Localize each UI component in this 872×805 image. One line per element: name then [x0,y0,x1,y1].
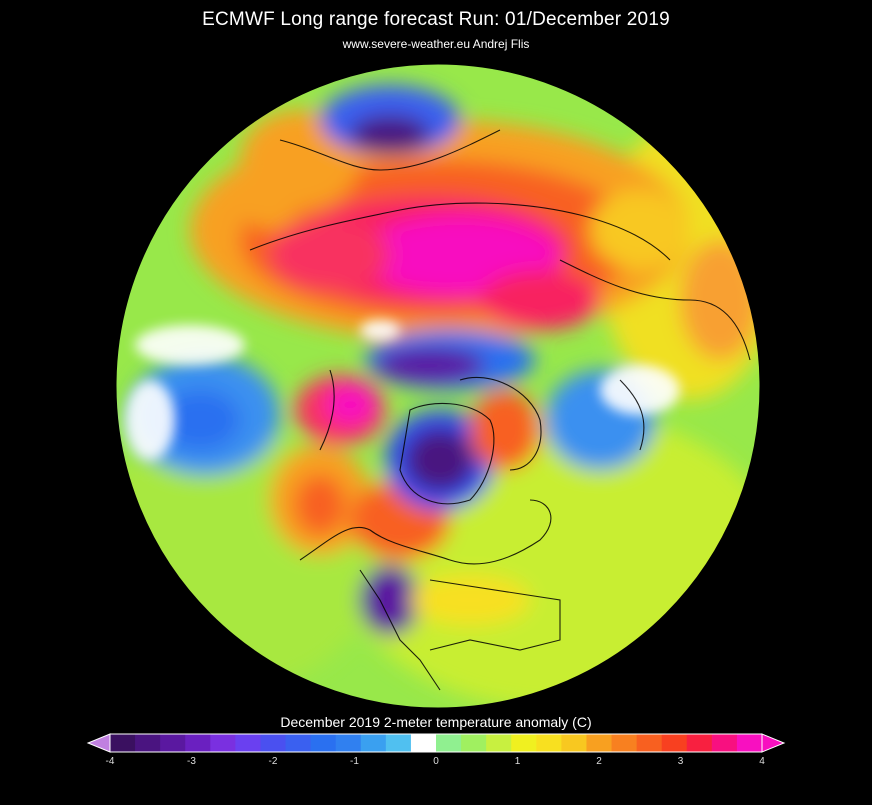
colorbar-swatch [511,734,537,752]
colorbar-swatch [310,734,337,752]
colorbar-swatch [586,734,613,752]
colorbar-swatch [561,734,587,752]
colorbar-right-arrow [761,733,786,753]
colorbar-swatch [210,734,236,752]
colorbar-swatch [410,734,437,752]
colorbar-swatch [661,734,688,752]
colorbar-swatch [285,734,312,752]
colorbar-swatch [385,734,412,752]
globe-disc [116,64,760,708]
colorbar-outline [109,733,763,753]
colorbar-swatch [711,734,738,752]
colorbar-swatch [360,734,387,752]
colorbar-swatch [536,734,562,752]
colorbar-left-arrow [86,733,111,753]
colorbar-swatch [636,734,663,752]
colorbar-label: December 2019 2-meter temperature anomal… [280,714,592,730]
colorbar-swatch [110,734,136,752]
colorbar-tick-label: 3 [677,756,684,767]
map-subtitle: www.severe-weather.eu Andrej Flis [342,37,530,51]
colorbar-swatch [436,734,462,752]
colorbar-swatch [611,734,638,752]
colorbar-tick-label: 4 [759,756,765,767]
colorbar-tick-label: -1 [350,756,359,767]
colorbar-swatch [486,734,512,752]
colorbar-tick-label: 1 [514,756,521,767]
colorbar-swatch [185,734,211,752]
colorbar-tick-label: -3 [187,756,196,767]
colorbar-tick-label: -2 [268,756,278,767]
colorbar-tick-label: 2 [596,756,602,767]
colorbar-swatch [135,734,161,752]
colorbar-swatch [160,734,186,752]
map-title: ECMWF Long range forecast Run: 01/Decemb… [202,9,670,30]
colorbar-swatch [260,734,287,752]
colorbar [86,733,786,753]
colorbar-tick-label: 0 [433,756,439,767]
colorbar-swatch [461,734,487,752]
colorbar-swatch [736,734,763,752]
colorbar-swatch [335,734,362,752]
colorbar-swatch [686,734,713,752]
colorbar-swatch [235,734,261,752]
colorbar-tick-label: -4 [105,756,115,767]
